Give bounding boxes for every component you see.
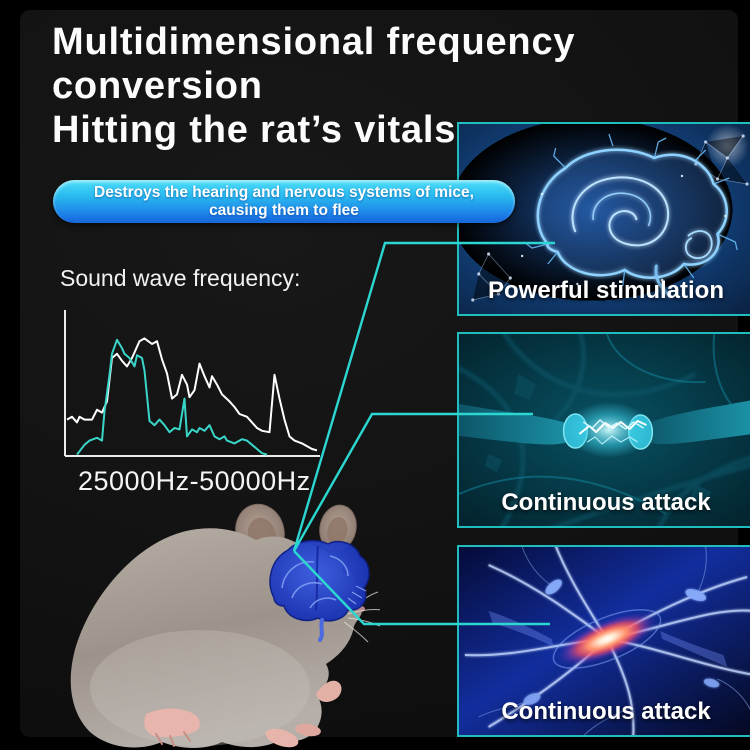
panel-2-caption: Continuous attack (501, 489, 711, 516)
mouse-photo (70, 503, 380, 748)
mouse-feet (144, 680, 342, 748)
title-line-1: Multidimensional frequency conversion (52, 21, 576, 107)
panel-3-caption: Continuous attack (501, 698, 711, 725)
panel-1-caption: Powerful stimulation (487, 277, 724, 304)
panel-continuous-attack-2: Continuous attack (457, 545, 750, 737)
banner-text-line-2: causing them to flee (209, 201, 359, 219)
content-frame: Multidimensional frequency conversion Hi… (20, 10, 750, 748)
frequency-range-label: 25000Hz-50000Hz (78, 466, 311, 496)
chart-series-spectrum-white (66, 337, 318, 452)
frequency-chart (64, 310, 320, 457)
page-title: Multidimensional frequency conversion Hi… (52, 20, 738, 152)
feature-callout-pill: Destroys the hearing and nervous systems… (53, 180, 515, 223)
sound-wave-frequency-label: Sound wave frequency: (60, 265, 301, 291)
chart-series-spectrum-cyan (76, 338, 268, 456)
title-line-2: Hitting the rat’s vitals (52, 109, 457, 151)
panel-continuous-attack-1: Continuous attack (457, 332, 750, 528)
frequency-chart-lines (66, 337, 318, 456)
banner-text-line-1: Destroys the hearing and nervous systems… (94, 183, 474, 201)
